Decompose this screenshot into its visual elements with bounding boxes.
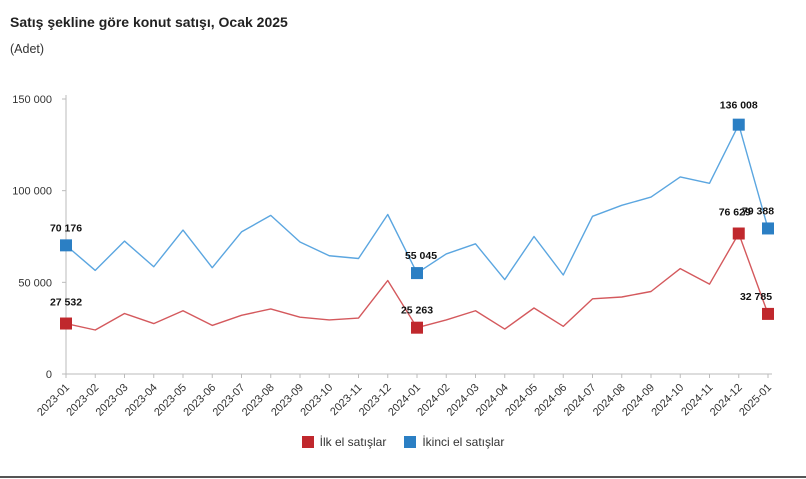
unit-label: (Adet) — [10, 42, 45, 56]
y-tick-label: 150 000 — [12, 94, 52, 106]
legend-label-first-hand: İlk el satışlar — [319, 435, 387, 449]
y-tick-label: 50 000 — [18, 277, 52, 289]
legend-swatch-second-hand — [404, 436, 417, 448]
legend-item-first-hand[interactable]: İlk el satışlar — [301, 435, 387, 449]
x-tick-label: 2023-10 — [298, 382, 335, 419]
data-marker — [762, 307, 774, 320]
legend-swatch-first-hand — [301, 436, 314, 448]
x-tick-label: 2025-01 — [737, 382, 774, 419]
y-tick-label: 100 000 — [12, 186, 52, 198]
y-tick-label: 0 — [46, 369, 52, 381]
data-label: 79 388 — [742, 205, 774, 217]
data-label: 27 532 — [50, 297, 82, 309]
data-marker — [411, 321, 423, 334]
data-label: 136 008 — [720, 100, 758, 112]
data-label: 76 629 — [719, 207, 751, 219]
legend-label-second-hand: İkinci el satışlar — [422, 435, 505, 449]
data-marker — [411, 267, 423, 280]
data-marker — [762, 222, 774, 235]
x-tick-label: 2024-10 — [649, 382, 686, 419]
data-label: 32 785 — [740, 291, 772, 303]
bottom-divider — [0, 476, 806, 478]
data-label: 55 045 — [405, 250, 437, 262]
data-label: 25 263 — [401, 305, 433, 317]
data-marker — [60, 239, 72, 252]
chart-title: Satış şekline göre konut satışı, Ocak 20… — [10, 14, 288, 30]
data-label: 70 176 — [50, 222, 82, 234]
data-marker — [732, 227, 745, 240]
legend: İlk el satışlar İkinci el satışlar — [0, 435, 806, 449]
data-marker — [60, 317, 72, 330]
data-marker — [732, 118, 745, 131]
legend-item-second-hand[interactable]: İkinci el satışlar — [404, 435, 504, 449]
